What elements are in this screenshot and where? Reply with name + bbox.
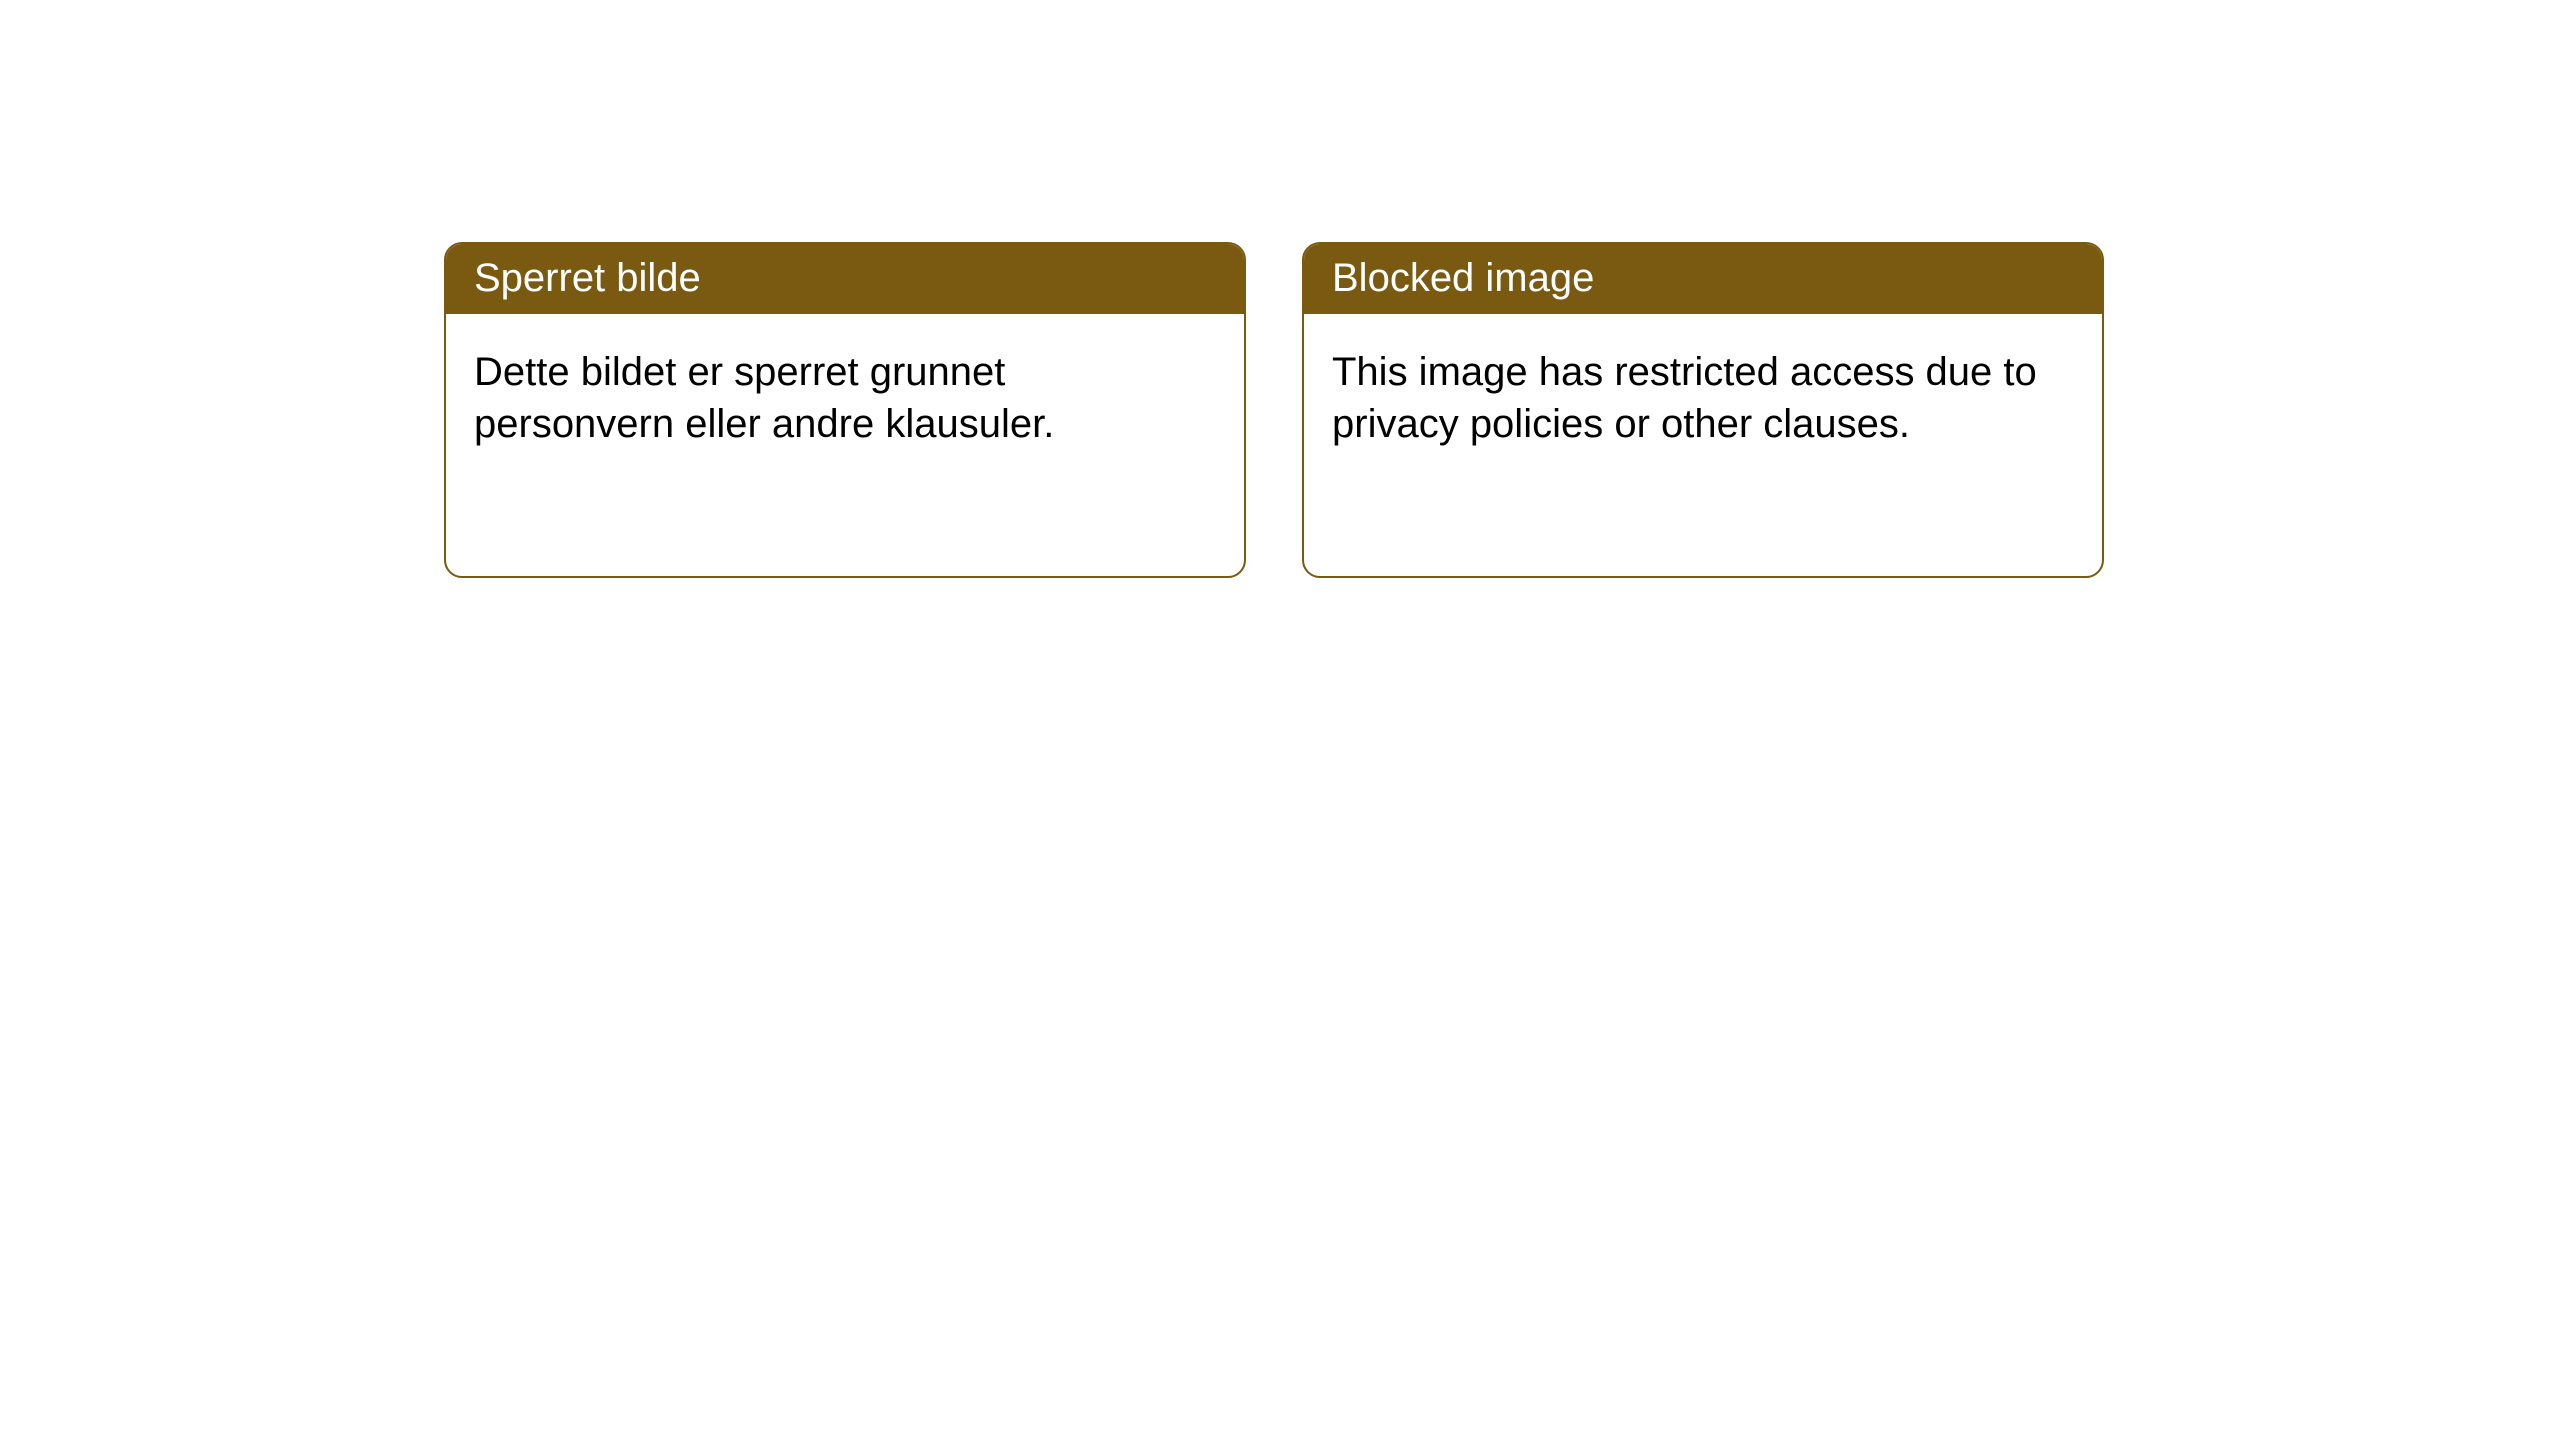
notice-container: Sperret bilde Dette bildet er sperret gr… [444, 242, 2104, 578]
notice-header: Sperret bilde [446, 244, 1244, 314]
notice-header: Blocked image [1304, 244, 2102, 314]
notice-body: This image has restricted access due to … [1304, 314, 2102, 482]
notice-body: Dette bildet er sperret grunnet personve… [446, 314, 1244, 482]
notice-card-english: Blocked image This image has restricted … [1302, 242, 2104, 578]
notice-card-norwegian: Sperret bilde Dette bildet er sperret gr… [444, 242, 1246, 578]
